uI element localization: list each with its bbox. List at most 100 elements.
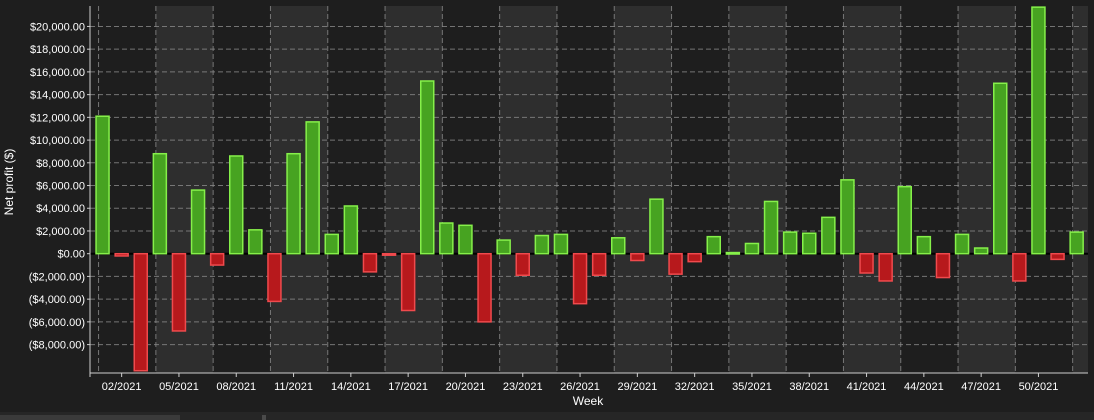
bar-06/2021 [190, 189, 206, 255]
background-band [614, 6, 672, 373]
bar-02/2021 [114, 252, 129, 257]
x-axis-title: Week [573, 394, 604, 408]
bar-01/2021 [95, 115, 110, 255]
y-tick-label: $14,000.00 [30, 90, 85, 102]
bar-50/2021 [1031, 6, 1046, 255]
bar-08/2021 [229, 155, 244, 255]
bar-47/2021 [973, 247, 989, 255]
y-tick-label: $8,000.00 [36, 158, 85, 170]
bottom-scroll-strip [0, 412, 1094, 420]
bar-18/2021 [420, 80, 435, 255]
x-tick-label: 35/2021 [732, 381, 772, 393]
x-tick-label: 32/2021 [675, 381, 715, 393]
bar-51/2021 [1050, 252, 1065, 261]
bar-15/2021 [362, 252, 378, 273]
bar-17/2021 [400, 252, 416, 312]
bar-07/2021 [209, 252, 225, 266]
x-tick-label: 17/2021 [388, 381, 428, 393]
y-tick-label: $18,000.00 [30, 44, 85, 56]
background-band [499, 6, 557, 373]
bar-48/2021 [993, 82, 1008, 255]
gridlines [89, 6, 1088, 377]
bar-32/2021 [687, 252, 702, 263]
plot-area [90, 6, 1088, 373]
bar-34/2021 [725, 251, 741, 255]
x-tick-label: 23/2021 [503, 381, 543, 393]
background-band [728, 6, 787, 373]
y-tick-label: $2,000.00 [36, 226, 85, 238]
bar-16/2021 [381, 252, 397, 256]
bottom-tab [0, 415, 180, 420]
bottom-tab [262, 415, 266, 420]
bar-35/2021 [744, 242, 760, 255]
bar-04/2021 [152, 152, 168, 255]
x-tick-label: 41/2021 [847, 381, 887, 393]
y-tick-label: $0.00 [57, 249, 85, 261]
y-tick-label: ($8,000.00) [29, 340, 85, 352]
y-axis-title: Net profit ($) [2, 149, 16, 216]
bar-05/2021 [171, 252, 187, 332]
x-tick-label: 11/2021 [274, 381, 313, 393]
x-tick-label: 50/2021 [1019, 381, 1059, 393]
x-tick-label: 02/2021 [102, 381, 142, 393]
bar-30/2021 [649, 198, 664, 255]
background-bands [90, 6, 1088, 373]
x-tick-label: 08/2021 [216, 381, 256, 393]
bar-24/2021 [534, 234, 550, 255]
bar-03/2021 [133, 252, 148, 372]
bar-31/2021 [668, 252, 683, 275]
bar-23/2021 [515, 252, 530, 277]
y-tick-label: ($4,000.00) [29, 294, 85, 306]
bar-27/2021 [591, 252, 607, 277]
x-tick-label: 20/2021 [446, 381, 486, 393]
x-tick-label: 47/2021 [961, 381, 1001, 393]
bar-09/2021 [248, 229, 263, 255]
bar-38/2021 [802, 232, 817, 255]
bar-12/2021 [305, 121, 320, 255]
bar-52/2021 [1069, 231, 1084, 255]
bar-42/2021 [878, 252, 893, 282]
bars [95, 6, 1084, 372]
y-tick-label: $10,000.00 [30, 135, 85, 147]
y-axis-tick-labels: $20,000.00 $18,000.00 $16,000.00 $14,000.00… [29, 21, 90, 352]
bar-11/2021 [286, 152, 301, 255]
bar-44/2021 [916, 235, 932, 255]
x-tick-label: 38/2021 [789, 381, 829, 393]
bar-43/2021 [897, 185, 912, 255]
bar-45/2021 [935, 252, 951, 279]
bar-29/2021 [630, 252, 645, 262]
x-tick-label: 05/2021 [159, 381, 199, 393]
x-tick-label: 14/2021 [331, 381, 371, 393]
x-tick-label: 44/2021 [904, 381, 944, 393]
x-tick-label: 29/2021 [617, 381, 657, 393]
x-tick-label: 26/2021 [560, 381, 600, 393]
bar-36/2021 [763, 200, 779, 255]
y-tick-label: ($6,000.00) [29, 317, 85, 329]
bar-41/2021 [859, 252, 874, 274]
x-axis-tick-labels: 02/2021 05/2021 08/2021 11/2021 14/2021 17/20… [102, 373, 1059, 393]
bar-40/2021 [840, 179, 855, 255]
bar-37/2021 [782, 231, 798, 255]
y-tick-label: $6,000.00 [36, 181, 85, 193]
bar-26/2021 [572, 252, 588, 305]
bar-19/2021 [439, 222, 454, 255]
y-tick-label: $12,000.00 [30, 112, 85, 124]
background-band [1072, 6, 1088, 373]
bar-21/2021 [477, 252, 492, 323]
bar-14/2021 [343, 205, 359, 255]
bar-13/2021 [324, 233, 339, 255]
y-tick-label: $4,000.00 [36, 203, 85, 215]
bar-49/2021 [1012, 252, 1027, 282]
bar-25/2021 [553, 233, 569, 255]
bar-22/2021 [496, 239, 511, 255]
bar-33/2021 [706, 235, 721, 255]
bar-10/2021 [267, 252, 282, 303]
y-tick-label: $20,000.00 [30, 21, 85, 33]
y-tick-label: $16,000.00 [30, 67, 85, 79]
bar-39/2021 [821, 216, 836, 255]
bar-20/2021 [458, 224, 473, 255]
y-tick-label: ($2,000.00) [29, 271, 85, 283]
bar-28/2021 [611, 237, 626, 255]
